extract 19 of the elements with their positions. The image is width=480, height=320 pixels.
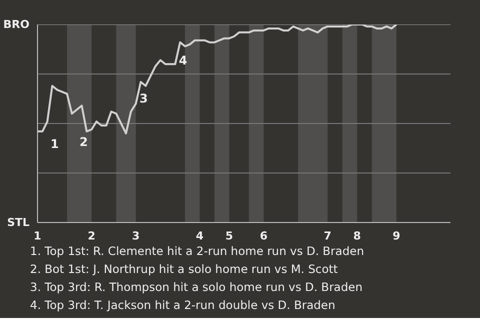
x-tick-label: 4: [196, 230, 204, 242]
annotation: 1: [50, 136, 59, 151]
annotation: 4: [178, 54, 188, 68]
text: BRO: [3, 18, 30, 31]
text: 4. Top 3rd: T. Jackson hit a 2-run double vs D. Braden: [30, 297, 336, 314]
x-tick-label: 5: [225, 230, 234, 242]
annotation: 2: [80, 134, 88, 149]
x-tick-label: 2: [88, 230, 96, 242]
text: 3. Top 3rd: R. Thompson hit a solo home run vs D. Braden: [30, 279, 364, 296]
x-tick-label: 7: [324, 230, 332, 242]
annotation: 3: [140, 91, 148, 106]
x-tick-label: 6: [260, 230, 268, 242]
text: STL: [7, 216, 30, 229]
text: 2. Bot 1st: J. Northrup hit a solo home run vs M. Scott: [30, 261, 339, 278]
x-tick-label: 8: [353, 230, 361, 242]
x-tick-label: 3: [132, 230, 140, 242]
text: 1. Top 1st: R. Clemente hit a 2-run home run vs D. Braden: [30, 243, 364, 260]
x-tick-label: 1: [34, 230, 42, 242]
x-tick-label: 9: [392, 230, 400, 242]
